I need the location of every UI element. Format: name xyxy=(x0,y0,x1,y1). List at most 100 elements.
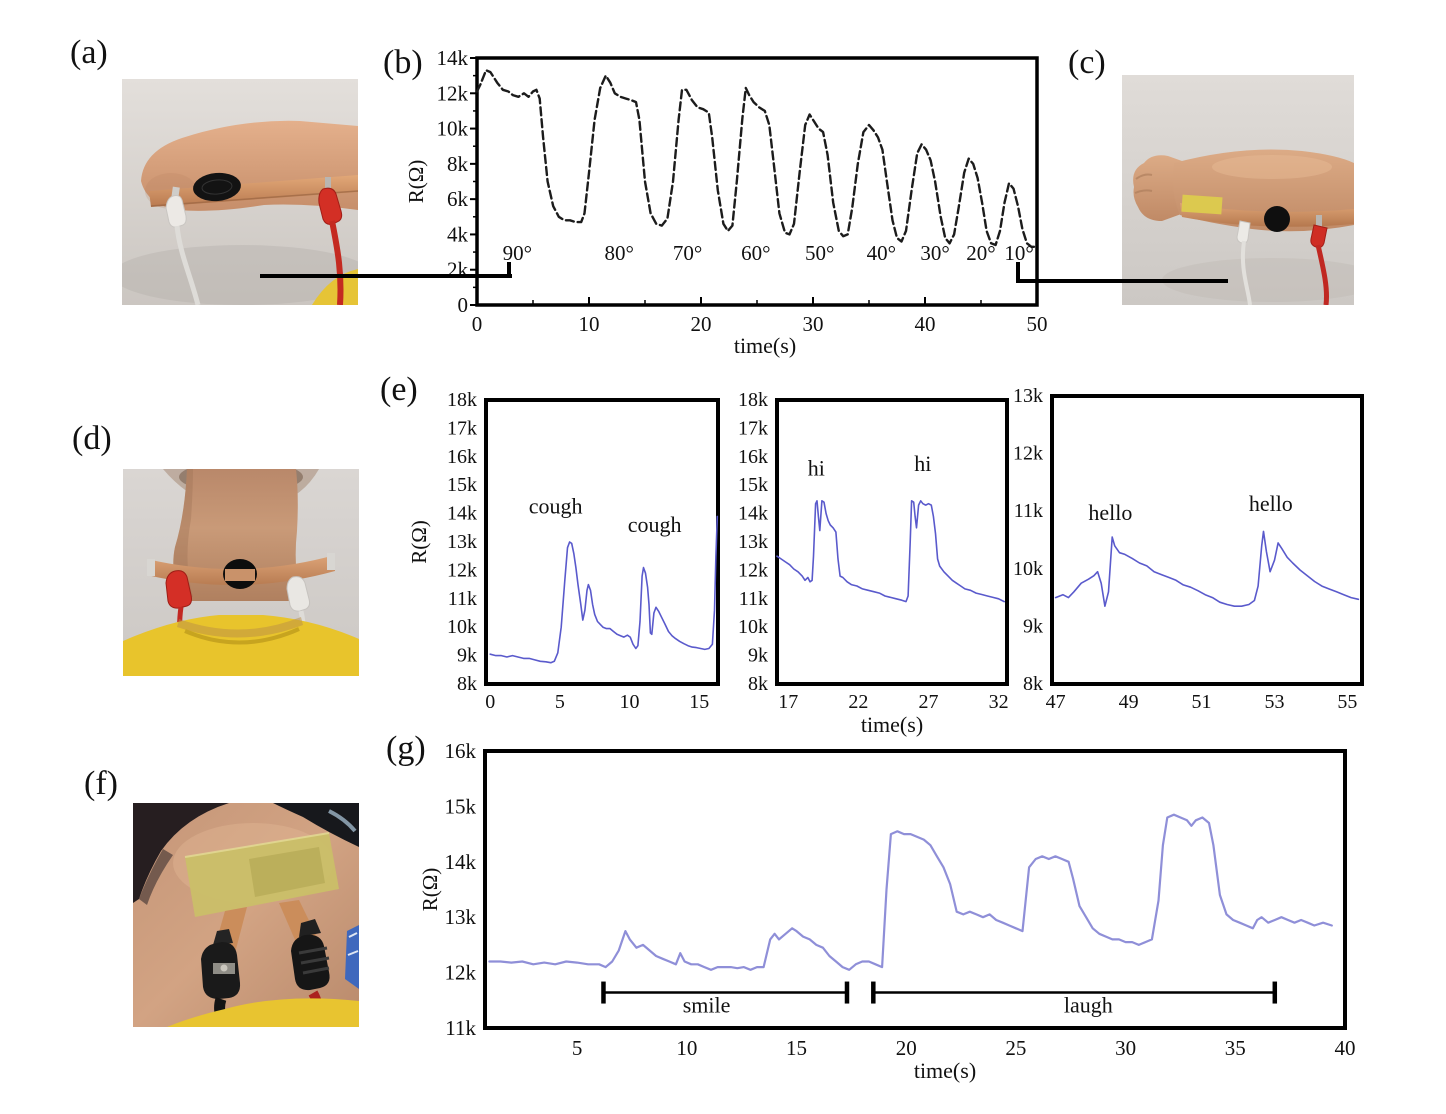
svg-text:14k: 14k xyxy=(738,503,768,525)
panel-label-c: (c) xyxy=(1068,44,1106,81)
svg-text:47: 47 xyxy=(1046,691,1066,713)
svg-text:30°: 30° xyxy=(920,241,949,265)
svg-text:16k: 16k xyxy=(447,446,477,468)
cheek-sensor-illustration xyxy=(133,803,359,1027)
svg-text:laugh: laugh xyxy=(1064,992,1113,1017)
panel-label-e: (e) xyxy=(380,371,418,408)
svg-text:0: 0 xyxy=(485,691,495,713)
photo-neck-sensor xyxy=(123,469,359,676)
panel-label-f: (f) xyxy=(84,765,118,802)
svg-text:8k: 8k xyxy=(748,673,768,695)
svg-text:11k: 11k xyxy=(448,588,477,610)
svg-text:R(Ω): R(Ω) xyxy=(407,520,431,564)
svg-text:13k: 13k xyxy=(445,905,477,929)
svg-text:50°: 50° xyxy=(805,241,834,265)
svg-text:14k: 14k xyxy=(445,850,477,874)
svg-text:10°: 10° xyxy=(1004,241,1033,265)
svg-text:18k: 18k xyxy=(447,389,477,411)
svg-text:20: 20 xyxy=(896,1036,917,1060)
svg-text:13k: 13k xyxy=(447,531,477,553)
svg-text:49: 49 xyxy=(1119,691,1139,713)
svg-text:30: 30 xyxy=(1115,1036,1136,1060)
svg-text:17k: 17k xyxy=(738,417,768,439)
svg-text:hello: hello xyxy=(1249,491,1293,516)
svg-text:70°: 70° xyxy=(673,241,702,265)
svg-text:R(Ω): R(Ω) xyxy=(418,868,442,912)
svg-text:10k: 10k xyxy=(1013,558,1043,580)
svg-text:10k: 10k xyxy=(447,616,477,638)
svg-text:13k: 13k xyxy=(1013,385,1043,407)
arm-fist-illustration xyxy=(1122,75,1354,305)
svg-text:5: 5 xyxy=(555,691,565,713)
svg-text:17: 17 xyxy=(778,691,798,713)
svg-text:11k: 11k xyxy=(445,1016,476,1040)
svg-text:17k: 17k xyxy=(447,417,477,439)
svg-text:cough: cough xyxy=(529,494,583,519)
svg-text:40: 40 xyxy=(915,312,936,336)
svg-text:10: 10 xyxy=(620,691,640,713)
svg-text:30: 30 xyxy=(803,312,824,336)
svg-text:0: 0 xyxy=(458,293,469,317)
svg-text:0: 0 xyxy=(472,312,483,336)
svg-text:10k: 10k xyxy=(738,616,768,638)
svg-text:R(Ω): R(Ω) xyxy=(404,160,428,204)
svg-text:53: 53 xyxy=(1264,691,1284,713)
connector-line-to-photo-c xyxy=(1016,279,1228,283)
svg-text:12k: 12k xyxy=(437,81,469,105)
photo-cheek-sensor xyxy=(133,803,359,1027)
svg-text:cough: cough xyxy=(628,512,682,537)
connector-elbow-10deg xyxy=(1016,262,1020,283)
svg-text:50: 50 xyxy=(1027,312,1048,336)
panel-label-d: (d) xyxy=(72,420,112,457)
svg-text:hi: hi xyxy=(808,455,825,480)
svg-text:16k: 16k xyxy=(445,739,477,763)
svg-text:5: 5 xyxy=(572,1036,583,1060)
svg-text:40: 40 xyxy=(1335,1036,1356,1060)
connector-elbow-90deg xyxy=(507,262,511,278)
svg-text:14k: 14k xyxy=(447,503,477,525)
chart-cough-response: 8k 9k 10k 11k 12k 13k 14k 15k 16k 17k 18k 0 5 10 15 cou… xyxy=(407,389,720,713)
svg-text:15k: 15k xyxy=(447,474,477,496)
svg-text:11k: 11k xyxy=(1014,500,1043,522)
svg-text:9k: 9k xyxy=(457,645,477,667)
photo-arm-straight xyxy=(122,79,358,305)
svg-text:12k: 12k xyxy=(447,559,477,581)
svg-text:27: 27 xyxy=(918,691,938,713)
svg-text:8k: 8k xyxy=(447,152,469,176)
svg-text:35: 35 xyxy=(1225,1036,1246,1060)
svg-text:80°: 80° xyxy=(605,241,634,265)
svg-text:20°: 20° xyxy=(966,241,995,265)
svg-text:hello: hello xyxy=(1088,500,1132,525)
chart-hello-response: 8k 9k 10k 11k 12k 13k 47 49 51 53 55 hello hello xyxy=(1013,385,1364,713)
svg-text:9k: 9k xyxy=(748,645,768,667)
panel-label-b: (b) xyxy=(383,44,423,81)
svg-text:55: 55 xyxy=(1337,691,1357,713)
arm-straight-illustration xyxy=(122,79,358,305)
photo-arm-fist xyxy=(1122,75,1354,305)
svg-text:13k: 13k xyxy=(738,531,768,553)
svg-text:10k: 10k xyxy=(437,117,469,141)
svg-text:15: 15 xyxy=(689,691,709,713)
chart-hi-response: 8k 9k 10k 11k 12k 13k 14k 15k 16k 17k 18k 17 22 27 32 h… xyxy=(738,389,1009,737)
svg-text:25: 25 xyxy=(1005,1036,1026,1060)
svg-text:15: 15 xyxy=(786,1036,807,1060)
svg-text:22: 22 xyxy=(848,691,868,713)
svg-text:12k: 12k xyxy=(738,559,768,581)
svg-text:15k: 15k xyxy=(445,794,477,818)
svg-text:14k: 14k xyxy=(437,46,469,70)
svg-text:51: 51 xyxy=(1192,691,1212,713)
svg-text:18k: 18k xyxy=(738,389,768,411)
connector-line-to-photo-a xyxy=(260,274,512,278)
svg-text:time(s): time(s) xyxy=(734,333,796,358)
chart-bending-angle-response: 0 2k 4k 6k 8k 10k 12k 14k 0 10 20 30 40 50 90° 80° 70° 60… xyxy=(404,46,1048,358)
svg-text:9k: 9k xyxy=(1023,615,1043,637)
svg-text:4k: 4k xyxy=(447,222,469,246)
svg-text:10: 10 xyxy=(579,312,600,336)
svg-text:10: 10 xyxy=(676,1036,697,1060)
svg-text:8k: 8k xyxy=(457,673,477,695)
svg-text:8k: 8k xyxy=(1023,673,1043,695)
neck-sensor-illustration xyxy=(123,469,359,676)
svg-text:time(s): time(s) xyxy=(861,712,923,737)
svg-text:hi: hi xyxy=(914,451,931,476)
